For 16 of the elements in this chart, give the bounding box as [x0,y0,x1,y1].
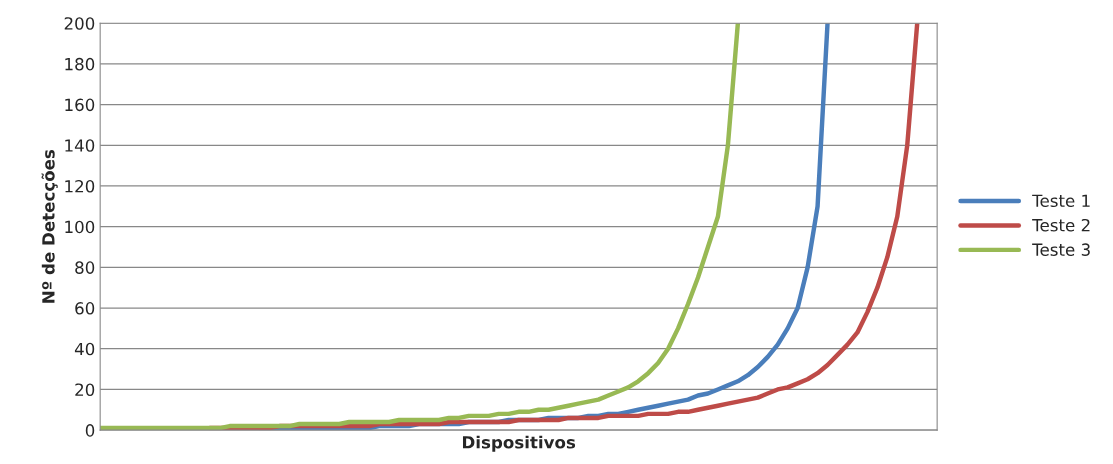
y-tick-label: 40 [74,342,95,356]
legend-label: Teste 3 [1032,243,1090,256]
y-tick-label: 80 [75,261,95,274]
y-tick-label: 100 [65,220,95,234]
y-tick-label: 20 [75,383,95,396]
y-tick-label: 160 [65,98,95,112]
y-tick-label: 60 [75,302,95,315]
y-tick-label: 0 [85,424,95,437]
y-tick-label: 140 [65,139,95,152]
y-tick-label: 180 [65,57,95,71]
y-axis-title: Nº de Detecções [41,149,58,303]
x-axis-title: Dispositivos [462,435,576,452]
y-tick-label: 200 [64,17,95,30]
legend-label: Teste 2 [1032,218,1090,232]
legend-label: Teste 1 [1032,194,1090,208]
y-tick-label: 120 [65,179,95,193]
